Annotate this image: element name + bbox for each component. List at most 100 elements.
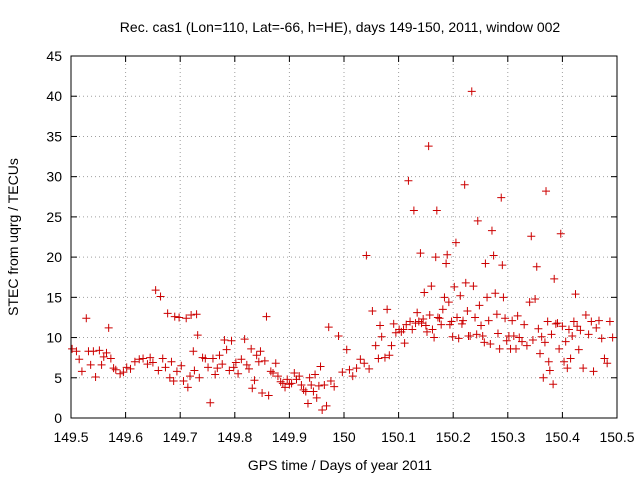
data-point-marker bbox=[170, 312, 179, 321]
data-point-marker bbox=[213, 364, 222, 373]
data-point-marker bbox=[417, 319, 426, 328]
data-point-marker bbox=[109, 364, 118, 373]
data-point-marker bbox=[177, 361, 186, 370]
data-point-marker bbox=[389, 319, 398, 328]
data-point-marker bbox=[195, 373, 204, 382]
data-point-marker bbox=[234, 369, 243, 378]
data-point-marker bbox=[167, 357, 176, 366]
data-point-marker bbox=[409, 206, 418, 215]
data-point-marker bbox=[477, 321, 486, 330]
data-point-marker bbox=[89, 347, 98, 356]
data-point-marker bbox=[385, 351, 394, 360]
data-point-marker bbox=[154, 366, 163, 375]
data-point-marker bbox=[352, 364, 361, 373]
data-point-marker bbox=[549, 380, 558, 389]
plot-frame bbox=[70, 55, 618, 419]
data-point-marker bbox=[260, 356, 269, 365]
data-point-marker bbox=[247, 344, 256, 353]
data-point-marker bbox=[139, 354, 148, 363]
data-point-marker bbox=[314, 381, 323, 390]
data-point-marker bbox=[498, 261, 507, 270]
x-tick-label: 150 bbox=[332, 429, 356, 445]
data-point-marker bbox=[287, 379, 296, 388]
data-point-marker bbox=[377, 332, 386, 341]
data-point-marker bbox=[99, 352, 108, 361]
data-point-marker bbox=[493, 329, 502, 338]
data-point-marker bbox=[368, 307, 377, 316]
data-point-marker bbox=[111, 365, 120, 374]
x-tick-labels: 149.5 149.6 149.7 149.8 149.9 150 150.1 150.2 15… bbox=[53, 429, 634, 445]
data-point-marker bbox=[497, 193, 506, 202]
data-point-marker bbox=[299, 385, 308, 394]
data-point-marker bbox=[456, 291, 465, 300]
data-point-marker bbox=[283, 375, 292, 384]
data-point-marker bbox=[483, 293, 492, 302]
data-point-marker bbox=[431, 253, 440, 262]
data-point-marker bbox=[244, 364, 253, 373]
data-point-marker bbox=[271, 359, 280, 368]
data-point-marker bbox=[175, 313, 184, 322]
data-point-marker bbox=[322, 401, 331, 410]
data-point-marker bbox=[254, 357, 263, 366]
data-point-marker bbox=[515, 333, 524, 342]
data-point-marker bbox=[192, 310, 201, 319]
data-point-marker bbox=[553, 319, 562, 328]
data-point-marker bbox=[320, 381, 329, 390]
data-point-marker bbox=[206, 398, 215, 407]
data-point-marker bbox=[597, 334, 606, 343]
data-point-marker bbox=[387, 341, 396, 350]
y-tick-label: 45 bbox=[46, 48, 62, 64]
data-point-marker bbox=[169, 376, 178, 385]
data-point-marker bbox=[312, 393, 321, 402]
data-point-marker bbox=[126, 364, 135, 373]
x-tick-label: 150.5 bbox=[599, 429, 634, 445]
data-point-marker bbox=[427, 282, 436, 291]
data-point-marker bbox=[491, 289, 500, 298]
data-point-marker bbox=[380, 353, 389, 362]
data-point-marker bbox=[362, 251, 371, 260]
data-point-marker bbox=[383, 305, 392, 314]
data-point-marker bbox=[183, 383, 192, 392]
data-point-marker bbox=[537, 332, 546, 341]
data-point-marker bbox=[454, 334, 463, 343]
data-point-marker bbox=[130, 357, 139, 366]
data-point-marker bbox=[440, 293, 449, 302]
data-point-marker bbox=[400, 339, 409, 348]
data-point-marker bbox=[408, 325, 417, 334]
data-point-marker bbox=[432, 206, 441, 215]
data-point-marker bbox=[97, 360, 106, 369]
data-point-marker bbox=[542, 187, 551, 196]
data-point-marker bbox=[550, 274, 559, 283]
data-point-marker bbox=[301, 387, 310, 396]
data-point-marker bbox=[290, 368, 299, 377]
data-point-marker bbox=[345, 365, 354, 374]
data-point-marker bbox=[447, 317, 456, 326]
data-point-marker bbox=[324, 323, 333, 332]
data-point-marker bbox=[193, 331, 202, 340]
data-point-marker bbox=[499, 293, 508, 302]
data-point-marker bbox=[420, 288, 429, 297]
data-point-marker bbox=[460, 180, 469, 189]
data-point-marker bbox=[399, 325, 408, 334]
data-point-marker bbox=[163, 309, 172, 318]
data-point-marker bbox=[330, 382, 339, 391]
data-point-marker bbox=[158, 354, 167, 363]
data-point-marker bbox=[258, 389, 267, 398]
data-point-marker bbox=[77, 367, 86, 376]
data-point-marker bbox=[487, 226, 496, 235]
data-point-marker bbox=[338, 368, 347, 377]
data-point-marker bbox=[156, 292, 165, 301]
data-point-marker bbox=[502, 336, 511, 345]
data-point-marker bbox=[536, 349, 545, 358]
data-point-marker bbox=[240, 335, 249, 344]
data-point-marker bbox=[508, 316, 517, 325]
data-point-marker bbox=[532, 262, 541, 271]
data-point-marker bbox=[165, 373, 174, 382]
data-point-marker bbox=[422, 327, 431, 336]
data-point-marker bbox=[179, 376, 188, 385]
y-tick-label: 30 bbox=[46, 169, 62, 185]
data-point-marker bbox=[517, 337, 526, 346]
data-point-marker bbox=[547, 330, 556, 339]
x-tick-label: 149.7 bbox=[163, 429, 198, 445]
y-tick-label: 40 bbox=[46, 88, 62, 104]
